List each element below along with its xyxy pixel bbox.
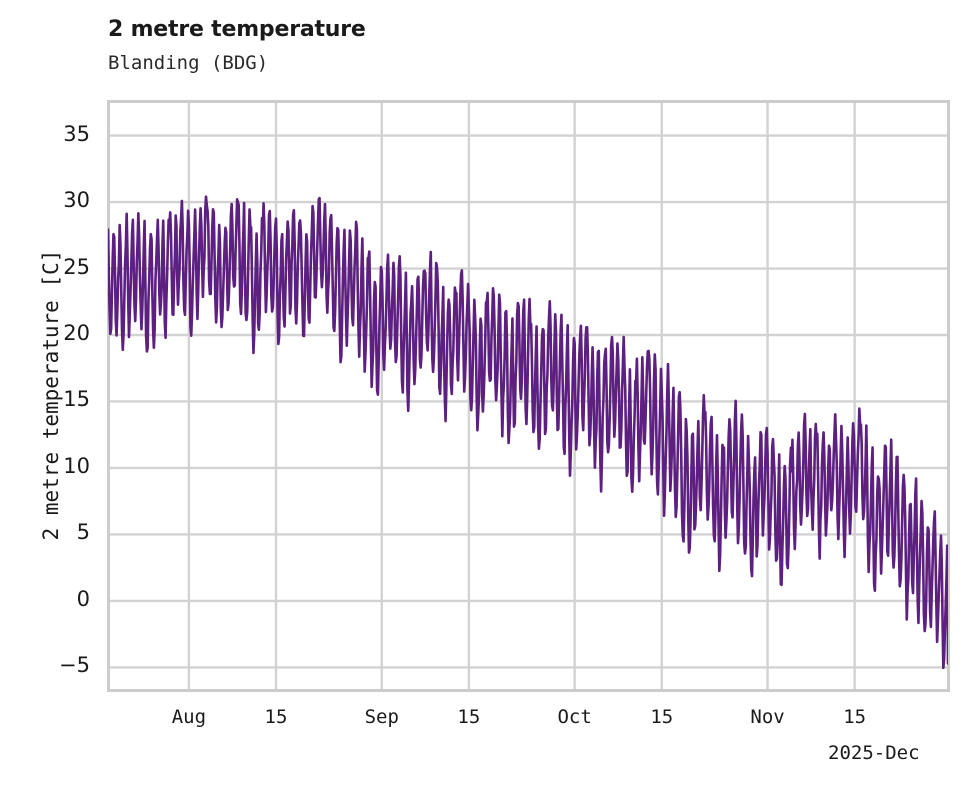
x-tick-label: Aug <box>171 706 207 728</box>
x-tick-label: 15 <box>264 706 288 728</box>
x-tick-label: Sep <box>364 706 399 728</box>
temperature-series-line <box>108 195 948 670</box>
x-tick-label: Oct <box>557 706 592 728</box>
y-tick-label: 20 <box>63 321 90 345</box>
x-tick-label: 15 <box>650 706 674 728</box>
y-tick-label: 0 <box>76 586 90 611</box>
y-tick-label: 25 <box>63 254 90 279</box>
chart-title: 2 metre temperature <box>108 17 366 42</box>
y-tick-label: −5 <box>59 653 90 678</box>
x-tick-label: 15 <box>843 706 867 728</box>
x-tick-label: Nov <box>750 706 785 728</box>
y-tick-label: 35 <box>63 121 90 146</box>
x-tick-label: 15 <box>457 706 481 728</box>
y-tick-label: 5 <box>76 520 90 545</box>
y-tick-label: 15 <box>63 387 90 412</box>
y-tick-label: 10 <box>63 453 90 478</box>
plot-frame <box>107 100 950 692</box>
x-axis-offset-label: 2025-Dec <box>828 742 920 764</box>
y-tick-label: 30 <box>63 188 90 213</box>
chart-subtitle: Blanding (BDG) <box>108 52 269 74</box>
